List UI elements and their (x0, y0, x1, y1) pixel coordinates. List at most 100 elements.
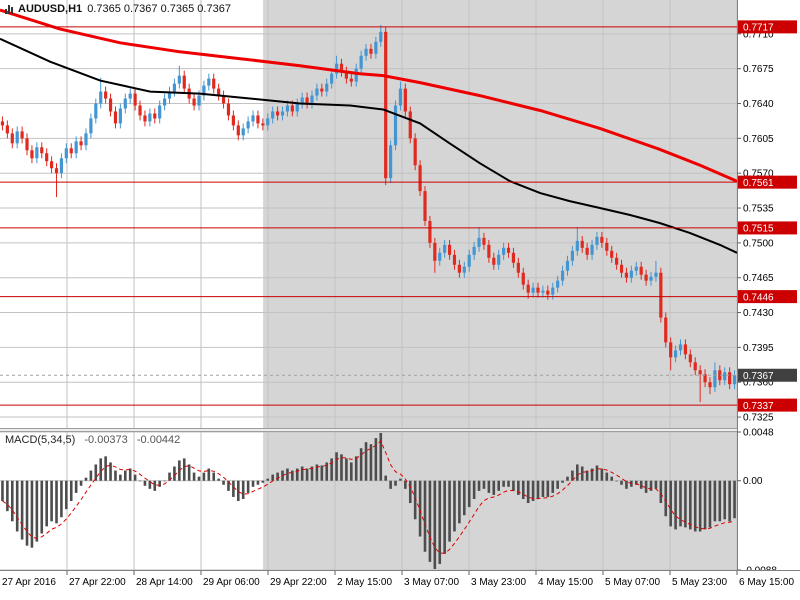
candle (344, 71, 348, 79)
candle (560, 270, 565, 281)
candle (231, 115, 235, 126)
candle (629, 270, 633, 278)
candle (123, 98, 127, 109)
candle (182, 75, 186, 89)
macd-bar (305, 468, 309, 481)
time-axis[interactable]: 27 Apr 2016 27 Apr 22:00 28 Apr 14:00 29 Ap… (0, 570, 800, 600)
macd-bar (728, 480, 731, 522)
macd-bar (295, 468, 299, 481)
candle (221, 95, 226, 104)
macd-bar (315, 464, 319, 481)
macd-signal-line (2, 440, 735, 554)
price-level-badge (738, 290, 797, 304)
macd-bar (330, 458, 333, 481)
time-axis-label: 3 May 07:00 (404, 577, 459, 588)
candle (732, 375, 737, 385)
macd-bar (408, 480, 412, 504)
macd-bar (497, 480, 501, 491)
macd-bar (173, 466, 176, 481)
macd-bar (418, 480, 422, 537)
macd-bar (428, 480, 432, 562)
price-axis[interactable]: 0.7710 0.7675 0.7640 0.7605 0.7570 0.7535 0.75… (737, 0, 800, 577)
candle (398, 88, 403, 106)
candle (669, 342, 673, 358)
macd-bar (364, 442, 368, 481)
candle (64, 148, 68, 159)
candle (172, 83, 177, 92)
candle (148, 113, 152, 122)
candle (521, 272, 525, 285)
candle (5, 125, 9, 134)
macd-bar (556, 480, 559, 489)
macd-bar (482, 480, 486, 489)
indicator-signal-value: -0.00442 (136, 434, 181, 446)
macd-bar (502, 480, 505, 487)
macd-bar (595, 465, 599, 481)
macd-bar (241, 480, 245, 499)
macd-bar (453, 480, 456, 532)
candle (546, 290, 550, 295)
candle (113, 111, 118, 124)
candle (315, 88, 319, 96)
macd-bar (89, 470, 93, 481)
macd-bar (310, 466, 314, 481)
chart-title: AUDUSD,H1 0.7365 0.7367 0.7365 0.7367 (5, 3, 231, 15)
candle (673, 350, 678, 358)
candle (325, 83, 329, 92)
macd-bar (335, 452, 338, 481)
macd-bar (674, 480, 677, 530)
macd-bar (153, 480, 157, 491)
candle (0, 121, 5, 126)
candle (384, 31, 388, 179)
macd-bar (217, 478, 220, 481)
candle (153, 113, 157, 119)
macd-bar (423, 480, 427, 552)
candle (305, 97, 309, 104)
macd-bar (693, 480, 697, 532)
macd-bar (620, 480, 623, 485)
macd-bar (521, 480, 525, 499)
price-level-badge-text: 0.7337 (743, 401, 774, 412)
moving-averages-layer (0, 8, 738, 254)
time-axis-label: 5 May 23:00 (672, 577, 727, 588)
time-axis-label: 27 Apr 22:00 (69, 577, 126, 588)
macd-bar (291, 470, 294, 481)
macd-bar (10, 480, 14, 522)
macd-bar (286, 468, 289, 481)
macd-bar (99, 458, 103, 481)
macd-bar (708, 480, 712, 528)
candle (570, 250, 575, 261)
candle (403, 88, 407, 112)
candle (506, 247, 511, 253)
macd-bar (605, 472, 609, 481)
panel-divider[interactable] (0, 428, 800, 432)
macd-bar (354, 456, 358, 481)
macd-bar (109, 462, 112, 481)
candle (428, 220, 432, 243)
macd-bar (40, 480, 44, 534)
macd-bar (15, 480, 19, 532)
candle (502, 247, 506, 255)
macd-bar (55, 480, 58, 524)
macd-bar (104, 456, 107, 481)
price-level-badge-text: 0.7561 (743, 178, 774, 189)
candle (334, 63, 339, 74)
candle (290, 105, 294, 112)
candle (285, 105, 290, 112)
macd-bar (256, 480, 260, 485)
price-level-badge (738, 20, 797, 34)
macd-bar (212, 472, 216, 481)
macd-bar (433, 480, 437, 569)
candle (541, 290, 545, 293)
macd-bar (182, 458, 186, 481)
candle (246, 121, 250, 129)
candle (99, 91, 103, 104)
macd-bar (389, 480, 392, 489)
price-axis-label: 0.7430 (743, 308, 774, 319)
macd-bar (512, 480, 515, 491)
candle (104, 91, 108, 99)
candle (295, 103, 299, 112)
candle (241, 128, 245, 136)
